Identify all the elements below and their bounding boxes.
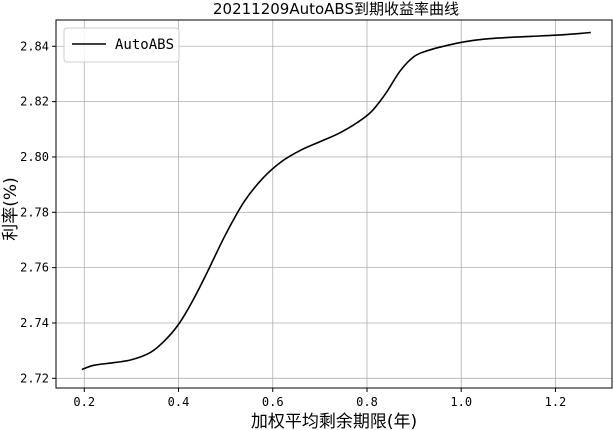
axes-frame [55,19,613,389]
y-axis-label: 利率(%) [1,177,21,240]
x-tick-label: 0.6 [262,395,284,409]
grid-lines [56,20,612,388]
x-tick-label: 1.0 [450,395,472,409]
y-tick-label: 2.82 [20,95,49,109]
legend-box [63,27,180,63]
x-tick-label: 0.8 [356,395,378,409]
x-tick-label: 0.2 [73,395,95,409]
y-tick-label: 2.72 [20,371,49,385]
x-axis-label: 加权平均剩余期限(年) [251,412,417,430]
x-tick-label: 1.2 [545,395,567,409]
series-line-autoabs [81,31,591,371]
y-tick-label: 2.76 [20,261,49,275]
y-tick-label: 2.84 [20,39,49,53]
plot-area [81,31,591,371]
legend: AutoABS [63,27,180,63]
chart-title: 20211209AutoABS到期收益率曲线 [213,0,459,18]
x-axis-ticks: 0.2 0.4 0.6 0.8 1.0 1.2 [73,388,566,409]
y-tick-label: 2.78 [20,205,49,219]
y-tick-label: 2.80 [20,150,49,164]
legend-entry-autoabs: AutoABS [115,37,174,53]
y-axis-ticks: 2.72 2.74 2.76 2.78 2.80 2.82 2.84 [20,39,56,385]
x-tick-label: 0.4 [168,395,190,409]
y-tick-label: 2.74 [20,316,49,330]
